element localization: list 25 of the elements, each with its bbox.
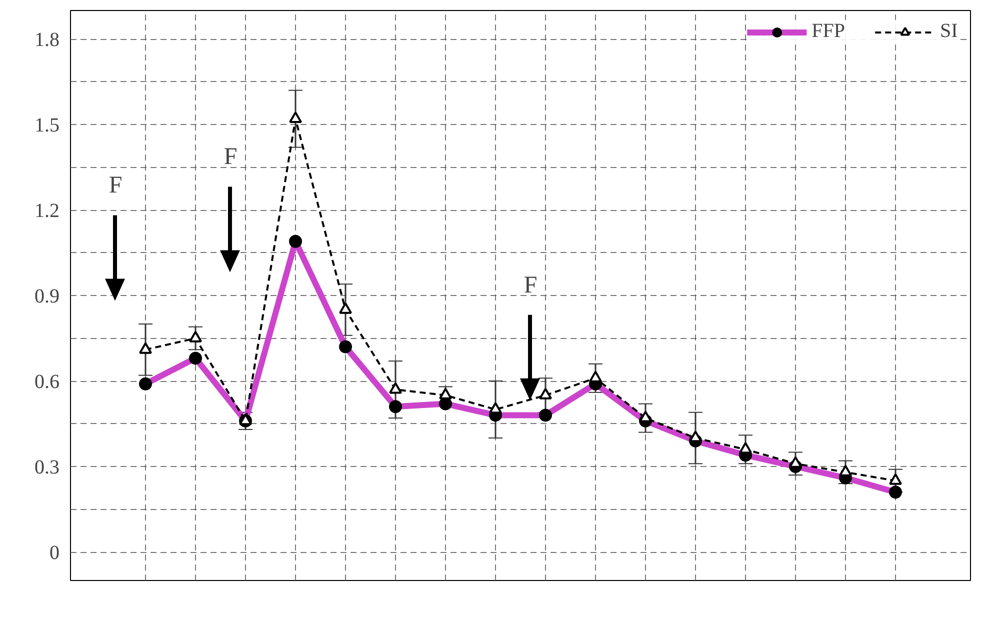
y-tick-label: 1.2 xyxy=(34,200,60,222)
point xyxy=(589,370,602,382)
annotation: F xyxy=(108,172,122,199)
annotation: F xyxy=(224,144,238,170)
point xyxy=(489,402,502,414)
point xyxy=(539,388,552,400)
y-tick-label: 1.8 xyxy=(34,29,60,51)
point xyxy=(139,342,152,354)
point xyxy=(839,464,852,476)
point xyxy=(389,382,402,394)
point xyxy=(789,456,802,468)
point xyxy=(889,473,902,485)
annotation: F xyxy=(524,272,538,298)
point xyxy=(439,388,452,400)
y-tick-label: 1.5 xyxy=(34,114,60,136)
legend-label: FFP xyxy=(812,20,845,43)
point xyxy=(739,442,752,454)
y-tick-label: 0.9 xyxy=(34,286,60,308)
point xyxy=(339,302,352,314)
y-tick-label: 0.3 xyxy=(34,456,60,478)
point xyxy=(289,111,302,123)
y-tick-label: 0.6 xyxy=(34,371,60,393)
point xyxy=(189,330,202,342)
y-tick-label: 0 xyxy=(50,542,60,564)
legend-label: SI xyxy=(940,20,959,43)
